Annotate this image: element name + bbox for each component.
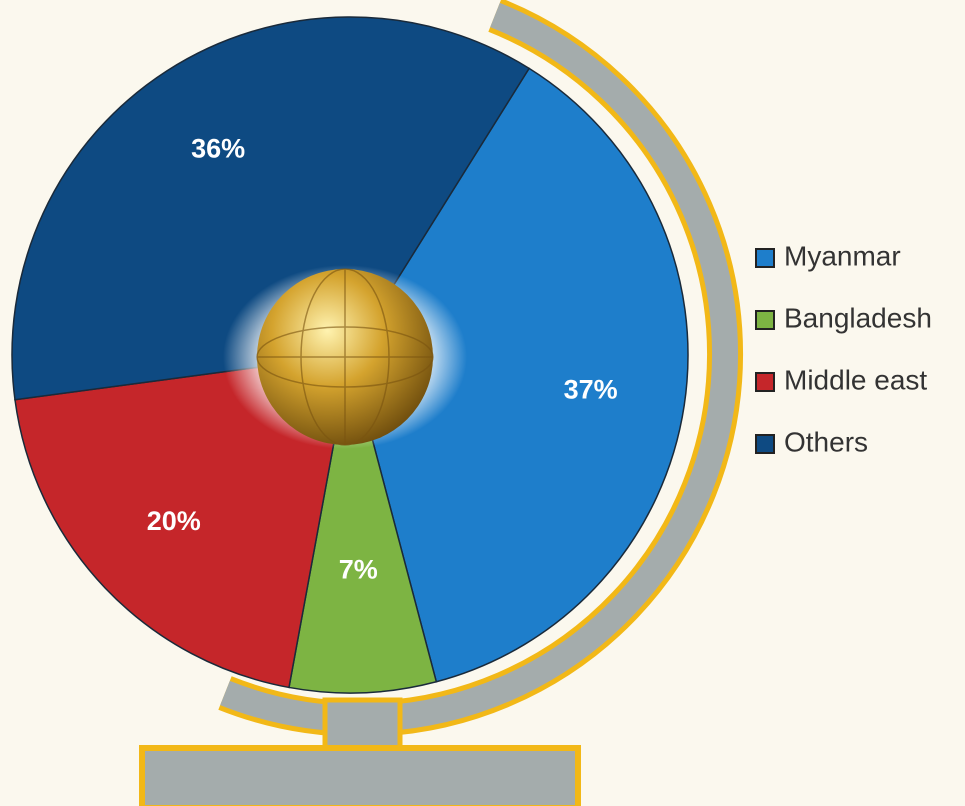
legend: Myanmar Bangladesh Middle east Others [755, 240, 932, 457]
legend-swatch [755, 310, 775, 330]
legend-label: Myanmar [784, 240, 901, 271]
legend-label: Middle east [784, 364, 927, 395]
pie-slice [11, 16, 531, 401]
data-label: 36% [191, 134, 245, 164]
center-globe [223, 265, 467, 449]
globe-stand [139, 0, 743, 806]
data-labels: 37% 7% 20% 36% [147, 134, 618, 585]
pie-slice [14, 354, 351, 689]
legend-swatch [755, 434, 775, 454]
data-label: 20% [147, 506, 201, 536]
pie-slice [349, 67, 689, 683]
legend-swatch [755, 372, 775, 392]
legend-label: Others [784, 426, 868, 457]
pie [11, 16, 689, 694]
data-label: 7% [339, 554, 378, 584]
legend-swatch [755, 248, 775, 268]
data-label: 37% [564, 375, 618, 405]
legend-label: Bangladesh [784, 302, 932, 333]
pie-slice [288, 354, 438, 694]
